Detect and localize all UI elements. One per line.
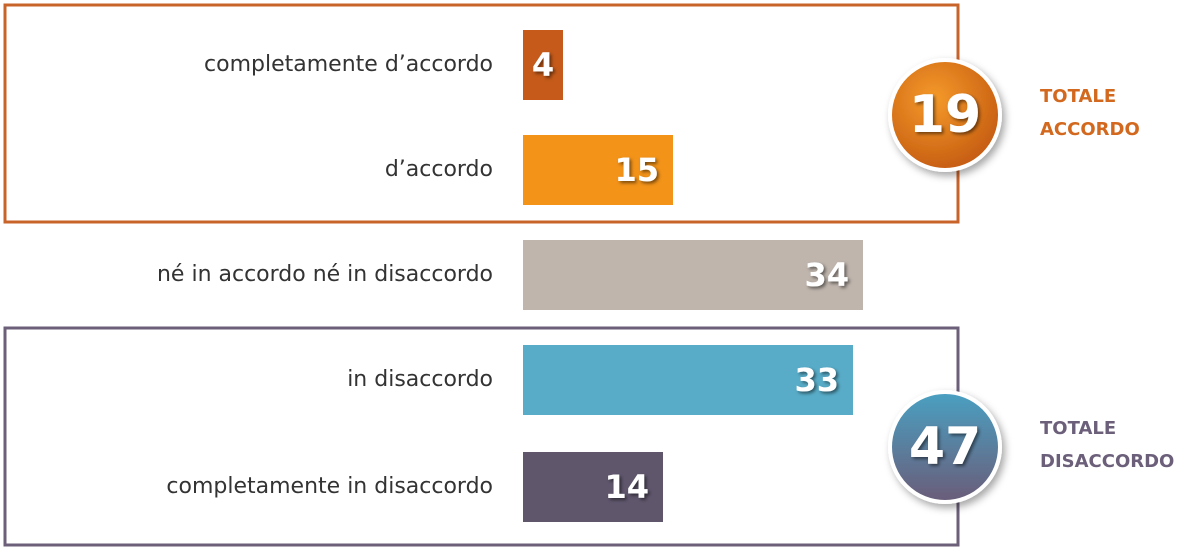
total-label: ACCORDO <box>1040 119 1140 140</box>
category-label: in disaccordo <box>347 367 493 392</box>
bar <box>523 345 853 415</box>
value-label: 4 <box>532 46 554 84</box>
total-circle <box>888 58 1002 172</box>
total-label: TOTALE <box>1040 86 1116 107</box>
category-label: né in accordo né in disaccordo <box>157 262 493 287</box>
value-label: 34 <box>804 256 849 294</box>
value-label: 14 <box>604 468 649 506</box>
group-box <box>3 3 960 224</box>
value-label: 15 <box>614 151 659 189</box>
category-label: d’accordo <box>385 157 493 182</box>
bar <box>523 452 663 522</box>
category-label: completamente in disaccordo <box>166 474 493 499</box>
bar <box>523 30 563 100</box>
bar <box>523 240 863 310</box>
total-circle <box>888 390 1002 504</box>
category-label: completamente d’accordo <box>204 52 493 77</box>
total-label: TOTALE <box>1040 418 1116 439</box>
total-value: 47 <box>909 417 981 477</box>
bar <box>523 135 673 205</box>
value-label: 33 <box>794 361 839 399</box>
total-label: DISACCORDO <box>1040 451 1174 472</box>
total-value: 19 <box>909 85 981 145</box>
